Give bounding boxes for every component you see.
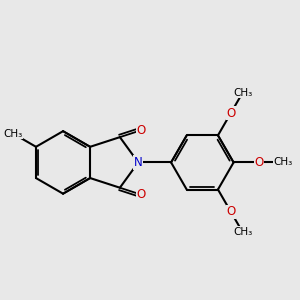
Text: O: O <box>255 156 264 169</box>
Text: O: O <box>226 107 236 120</box>
Text: CH₃: CH₃ <box>233 88 252 98</box>
Text: O: O <box>137 188 146 201</box>
Text: N: N <box>134 156 142 169</box>
Text: CH₃: CH₃ <box>3 128 22 139</box>
Text: O: O <box>226 205 236 218</box>
Text: O: O <box>137 124 146 137</box>
Text: CH₃: CH₃ <box>273 158 292 167</box>
Text: CH₃: CH₃ <box>233 227 252 237</box>
